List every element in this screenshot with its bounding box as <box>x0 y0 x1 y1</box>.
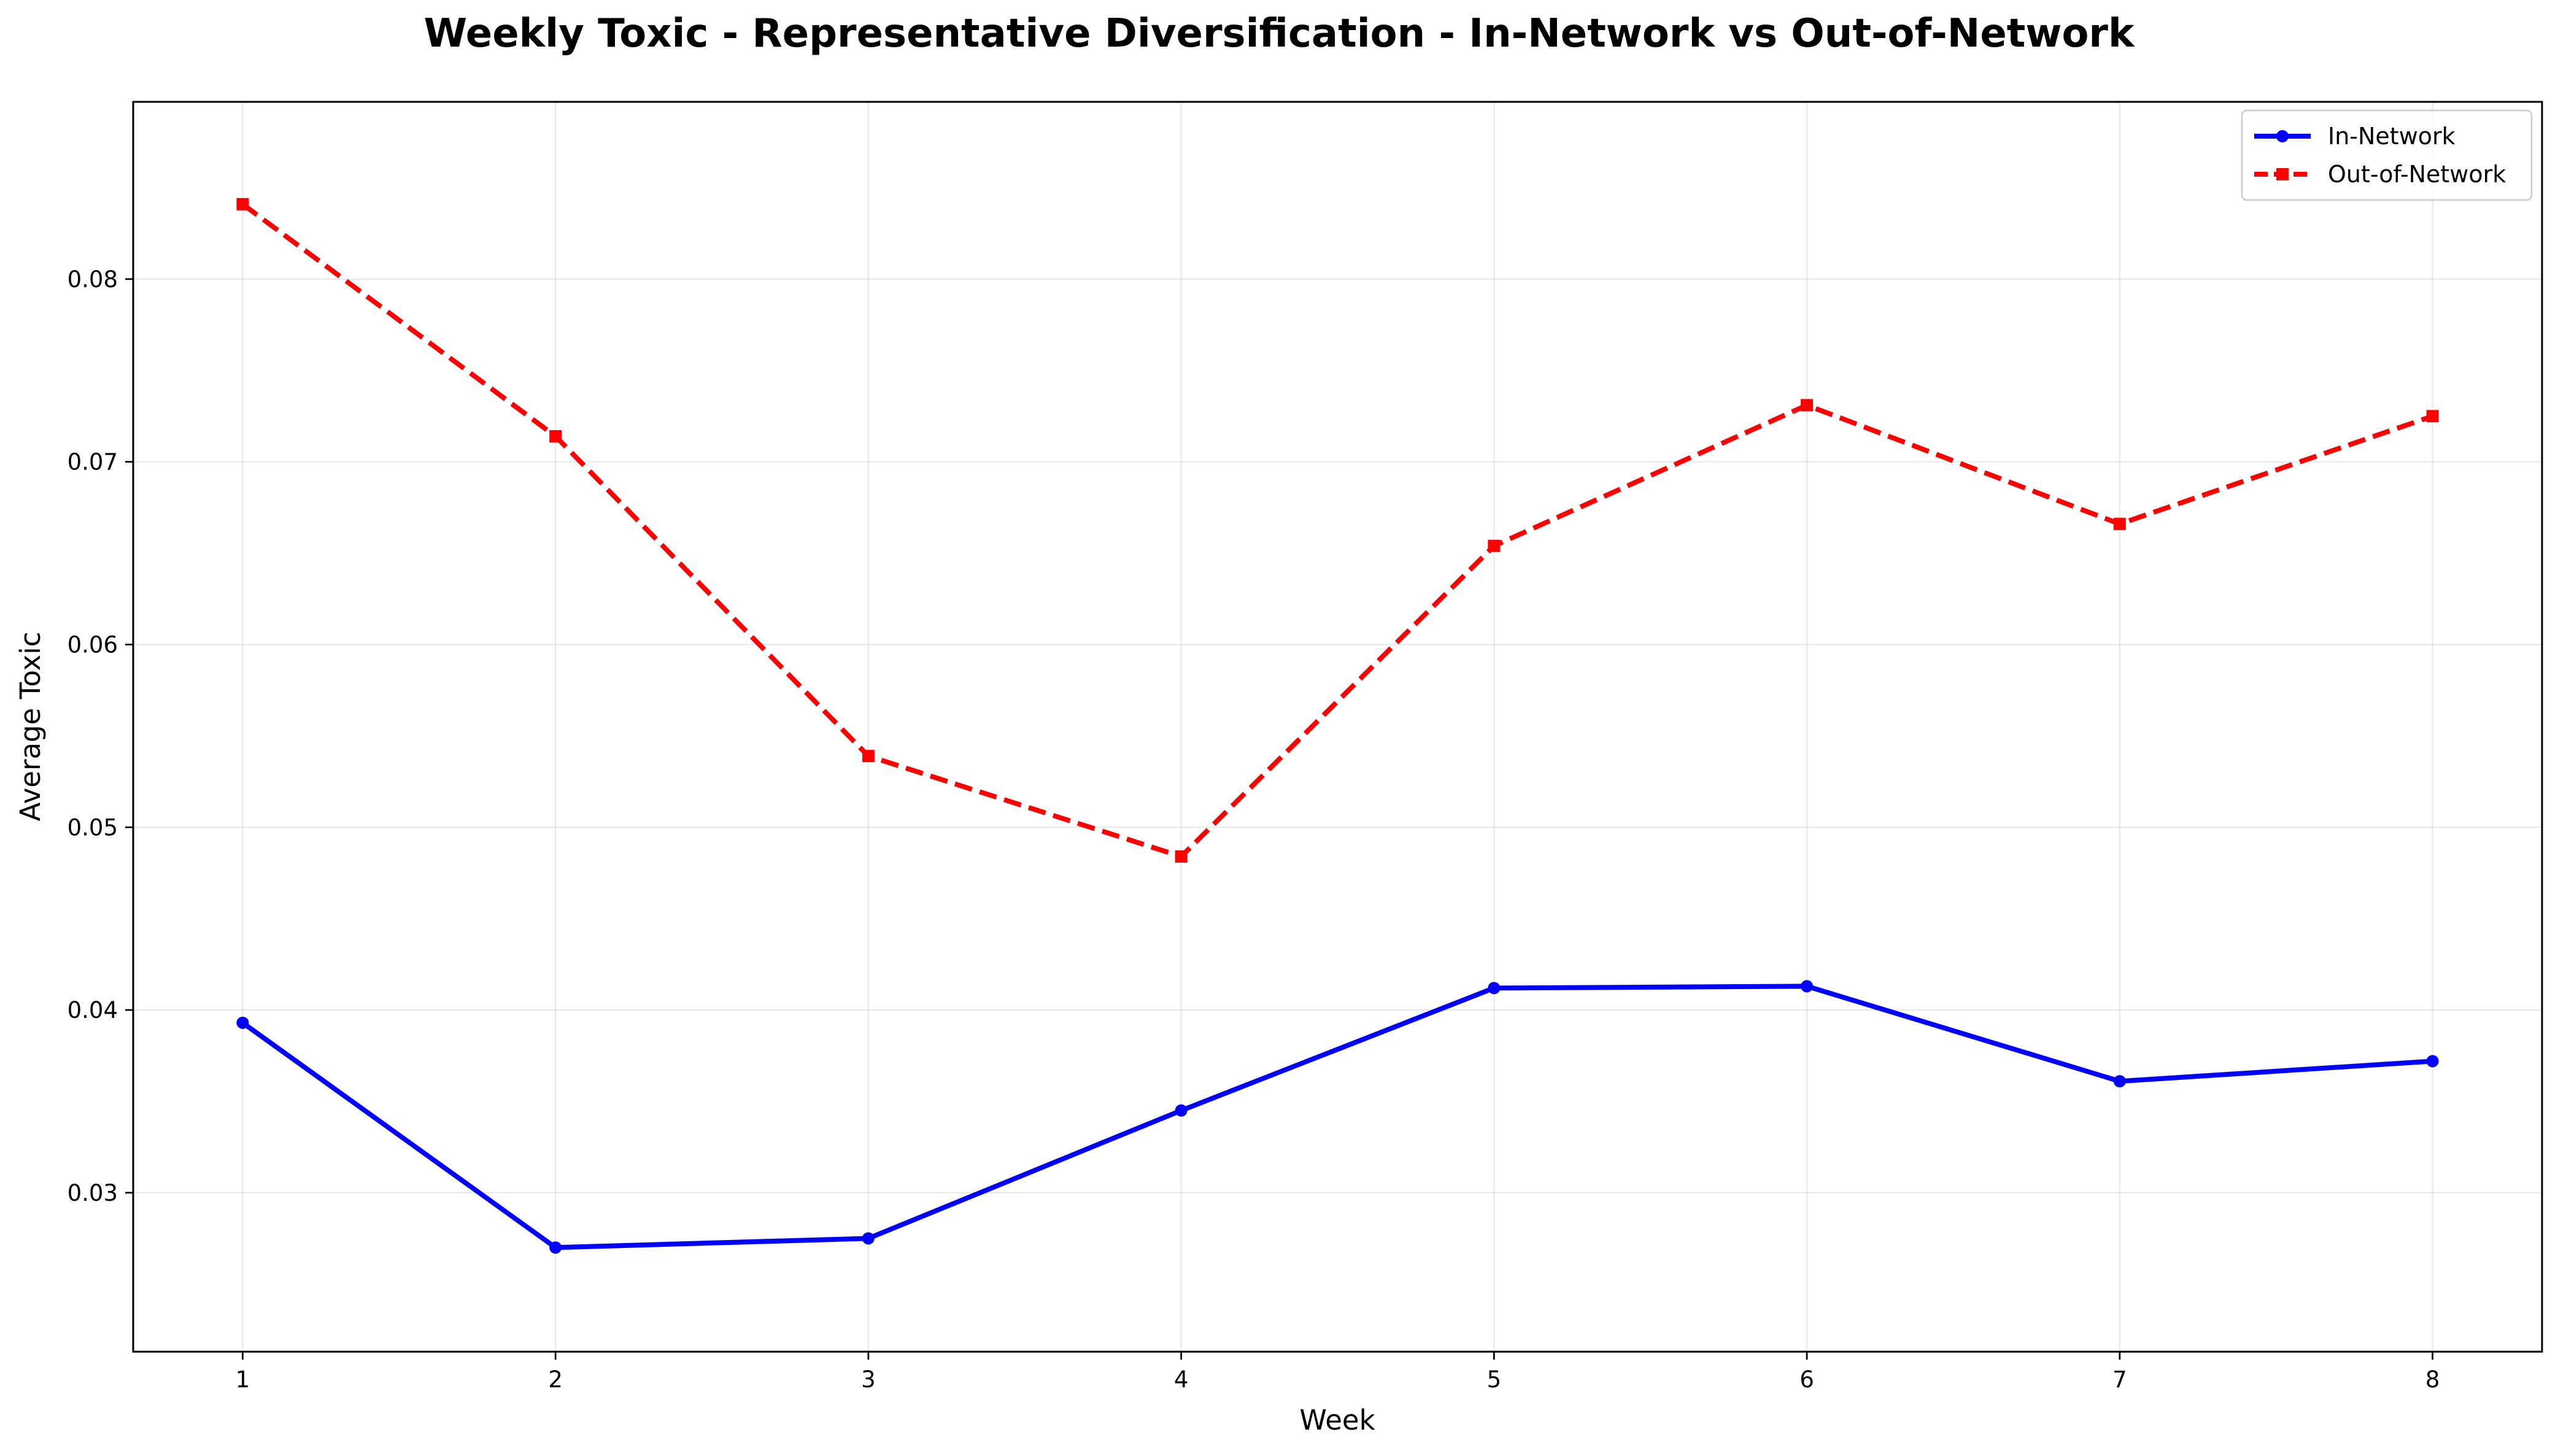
data-point <box>1488 539 1501 552</box>
legend-label: In-Network <box>2328 123 2456 150</box>
legend-swatch-marker <box>2276 168 2289 180</box>
legend-item-in-network: In-Network <box>2254 123 2456 150</box>
data-point <box>1488 982 1501 995</box>
y-tick-label: 0.06 <box>68 631 118 658</box>
grid <box>133 102 2542 1352</box>
legend-swatch-marker <box>2276 130 2289 142</box>
axis-ticks: 1 2 3 4 5 6 7 8 0.03 0.04 0.05 0.06 0.07 0.08 <box>68 266 2440 1393</box>
data-point <box>549 1241 562 1254</box>
data-point <box>862 750 875 763</box>
data-point <box>236 1016 249 1029</box>
plot-area-frame <box>132 101 2543 1353</box>
series-in-network <box>236 980 2439 1254</box>
data-point <box>2426 410 2439 423</box>
x-tick-label: 3 <box>861 1366 876 1393</box>
y-tick-label: 0.07 <box>68 449 118 476</box>
x-tick-label: 5 <box>1487 1366 1502 1393</box>
x-tick-label: 1 <box>236 1366 250 1393</box>
data-point <box>1801 399 1814 412</box>
legend-label: Out-of-Network <box>2328 161 2506 188</box>
x-axis-label: Week <box>1299 1404 1375 1436</box>
chart-title: Weekly Toxic - Representative Diversific… <box>423 11 2135 56</box>
series-group <box>236 198 2439 1254</box>
x-tick-label: 4 <box>1174 1366 1189 1393</box>
data-point <box>862 1232 875 1245</box>
x-tick-label: 2 <box>548 1366 563 1393</box>
y-tick-label: 0.08 <box>68 266 118 293</box>
data-point <box>1801 980 1814 993</box>
y-tick-label: 0.03 <box>68 1180 118 1206</box>
y-axis-label: Average Toxic <box>14 632 47 822</box>
y-tick-label: 0.05 <box>68 814 118 841</box>
x-tick-label: 8 <box>2425 1366 2440 1393</box>
y-tick-label: 0.04 <box>68 997 118 1023</box>
legend: In-Network Out-of-Network <box>2241 109 2533 201</box>
x-tick-label: 7 <box>2112 1366 2127 1393</box>
x-tick-label: 6 <box>1799 1366 1814 1393</box>
series-line-out-of-network <box>241 202 2433 859</box>
data-point <box>2426 1055 2439 1068</box>
data-point <box>549 429 562 442</box>
series-out-of-network <box>236 198 2439 863</box>
legend-item-out-of-network: Out-of-Network <box>2254 161 2506 188</box>
data-point <box>1175 850 1188 863</box>
legend-items: In-Network Out-of-Network <box>2254 123 2506 188</box>
data-point <box>2113 1075 2126 1088</box>
legend-frame <box>2241 109 2533 201</box>
data-point <box>1175 1104 1188 1117</box>
data-point <box>236 198 249 210</box>
series-line-in-network <box>240 984 2435 1250</box>
data-point <box>2113 517 2126 530</box>
